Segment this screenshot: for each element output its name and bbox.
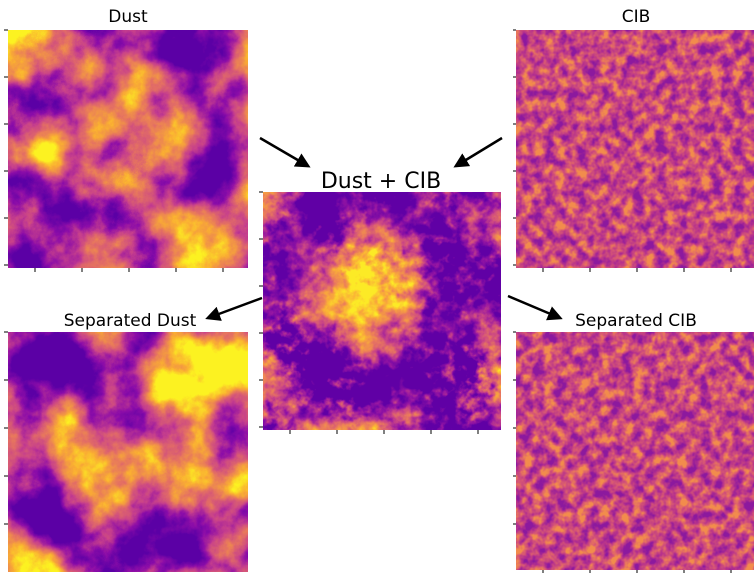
cib-map (516, 30, 754, 268)
panel-title: Dust (108, 7, 148, 27)
separated-cib-map (516, 332, 754, 570)
arrow (456, 138, 502, 166)
arrow (508, 296, 560, 318)
combined-map (263, 192, 501, 430)
panel-title: Separated Dust (64, 311, 197, 331)
arrow (260, 138, 308, 166)
panel-title: CIB (622, 7, 651, 27)
figure: Dust CIB Dust + CIB Separated Dust Separ… (0, 0, 754, 573)
panel-title: Separated CIB (575, 311, 697, 331)
panel-title: Dust + CIB (321, 169, 441, 194)
dust-map (8, 30, 248, 268)
separated-dust-map (8, 332, 248, 572)
arrow (208, 298, 262, 318)
